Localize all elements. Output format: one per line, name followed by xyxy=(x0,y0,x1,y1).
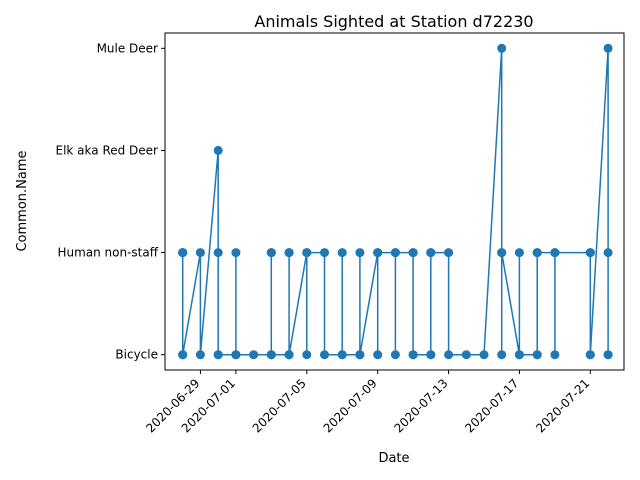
data-point xyxy=(231,350,241,360)
data-point xyxy=(302,350,312,360)
data-point xyxy=(603,248,613,258)
data-point xyxy=(302,248,312,258)
data-point xyxy=(373,350,383,360)
data-point xyxy=(514,248,524,258)
data-point xyxy=(426,350,436,360)
x-tick-label: 2020-07-09 xyxy=(321,376,380,435)
data-point xyxy=(213,248,223,258)
data-point xyxy=(497,43,507,53)
data-point xyxy=(550,248,560,258)
x-tick-label: 2020-07-17 xyxy=(462,376,521,435)
data-point xyxy=(514,350,524,360)
data-point xyxy=(585,350,595,360)
y-tick-label: Human non-staff xyxy=(57,246,158,260)
data-point xyxy=(320,350,329,360)
data-point xyxy=(532,248,542,258)
x-axis-label: Date xyxy=(378,451,409,466)
data-point xyxy=(408,248,418,258)
data-point xyxy=(178,248,188,258)
chart-title: Animals Sighted at Station d72230 xyxy=(254,12,533,31)
data-point xyxy=(550,350,560,360)
data-point xyxy=(426,248,436,258)
data-point xyxy=(266,248,276,258)
data-point xyxy=(284,350,294,360)
data-point xyxy=(213,145,223,155)
data-point xyxy=(373,248,383,258)
data-point xyxy=(497,248,507,258)
data-point xyxy=(479,350,489,360)
axes-frame xyxy=(164,32,625,371)
series-line xyxy=(181,47,609,356)
data-point xyxy=(231,248,241,258)
data-point xyxy=(337,248,347,258)
y-axis-ticks: Bicycle Human non-staff Elk aka Red Deer Mu… xyxy=(56,41,165,362)
data-point xyxy=(390,350,400,360)
y-axis-label: Common.Name xyxy=(15,150,30,251)
y-tick-label: Elk aka Red Deer xyxy=(56,143,159,157)
data-point xyxy=(337,350,347,360)
data-point xyxy=(390,248,400,258)
data-point xyxy=(408,350,418,360)
data-point xyxy=(603,350,613,360)
data-point xyxy=(284,248,294,258)
data-point xyxy=(355,248,365,258)
data-point xyxy=(603,43,613,53)
data-point xyxy=(444,248,454,258)
x-tick-label: 2020-07-13 xyxy=(391,376,450,435)
data-point xyxy=(320,248,329,258)
data-point xyxy=(195,248,205,258)
y-tick-label: Bicycle xyxy=(115,348,158,362)
data-point xyxy=(195,350,205,360)
data-point xyxy=(532,350,542,360)
data-point xyxy=(249,350,259,360)
data-point xyxy=(497,350,507,360)
data-point xyxy=(585,248,595,258)
x-tick-label: 2020-07-05 xyxy=(250,376,309,435)
data-point xyxy=(178,350,188,360)
series-sightings xyxy=(178,43,613,360)
x-tick-label: 2020-07-21 xyxy=(533,376,592,435)
data-point xyxy=(461,350,471,360)
data-point xyxy=(213,350,223,360)
y-tick-label: Mule Deer xyxy=(97,41,158,55)
data-point xyxy=(355,350,365,360)
data-point xyxy=(444,350,454,360)
data-point xyxy=(266,350,276,360)
